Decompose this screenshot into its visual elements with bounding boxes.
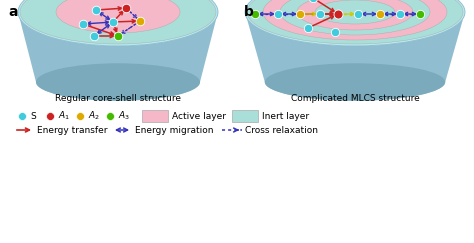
Point xyxy=(354,12,362,16)
Ellipse shape xyxy=(315,0,395,24)
FancyBboxPatch shape xyxy=(142,110,168,122)
Point xyxy=(122,6,130,10)
Text: Energy migration: Energy migration xyxy=(135,125,213,134)
Ellipse shape xyxy=(280,0,430,35)
Point xyxy=(76,114,84,118)
Point xyxy=(18,114,26,118)
Point xyxy=(274,12,282,16)
Text: b: b xyxy=(244,5,254,19)
Point xyxy=(90,34,98,38)
Text: $A_3$: $A_3$ xyxy=(118,110,130,122)
Text: Complicated MLCS structure: Complicated MLCS structure xyxy=(291,94,419,103)
Polygon shape xyxy=(245,12,465,101)
Text: Energy transfer: Energy transfer xyxy=(37,125,108,134)
Text: Active layer: Active layer xyxy=(172,112,226,121)
Point xyxy=(334,12,342,16)
Polygon shape xyxy=(18,12,218,101)
Ellipse shape xyxy=(20,0,216,44)
Point xyxy=(79,22,87,26)
Text: Cross relaxation: Cross relaxation xyxy=(245,125,318,134)
Text: $A_1$: $A_1$ xyxy=(58,110,70,122)
Ellipse shape xyxy=(297,0,413,30)
Point xyxy=(106,114,114,118)
Point xyxy=(416,12,424,16)
Ellipse shape xyxy=(263,0,447,40)
Point xyxy=(396,12,404,16)
FancyBboxPatch shape xyxy=(232,110,258,122)
Point xyxy=(376,12,384,16)
Point xyxy=(114,34,122,38)
Text: a: a xyxy=(8,5,18,19)
Point xyxy=(251,12,259,16)
Ellipse shape xyxy=(36,63,200,101)
Point xyxy=(92,8,100,12)
Ellipse shape xyxy=(18,0,218,46)
Point xyxy=(304,26,312,30)
Text: Regular core-shell structure: Regular core-shell structure xyxy=(55,94,181,103)
Ellipse shape xyxy=(245,0,465,46)
Ellipse shape xyxy=(265,63,445,101)
Ellipse shape xyxy=(56,0,180,33)
Point xyxy=(46,114,54,118)
Point xyxy=(316,12,324,16)
Text: S: S xyxy=(30,112,36,121)
Ellipse shape xyxy=(247,0,463,44)
Text: $A_2$: $A_2$ xyxy=(88,110,100,122)
Point xyxy=(109,20,117,24)
Text: Inert layer: Inert layer xyxy=(262,112,309,121)
Point xyxy=(296,12,304,16)
Point xyxy=(136,19,144,23)
Point xyxy=(331,30,339,34)
